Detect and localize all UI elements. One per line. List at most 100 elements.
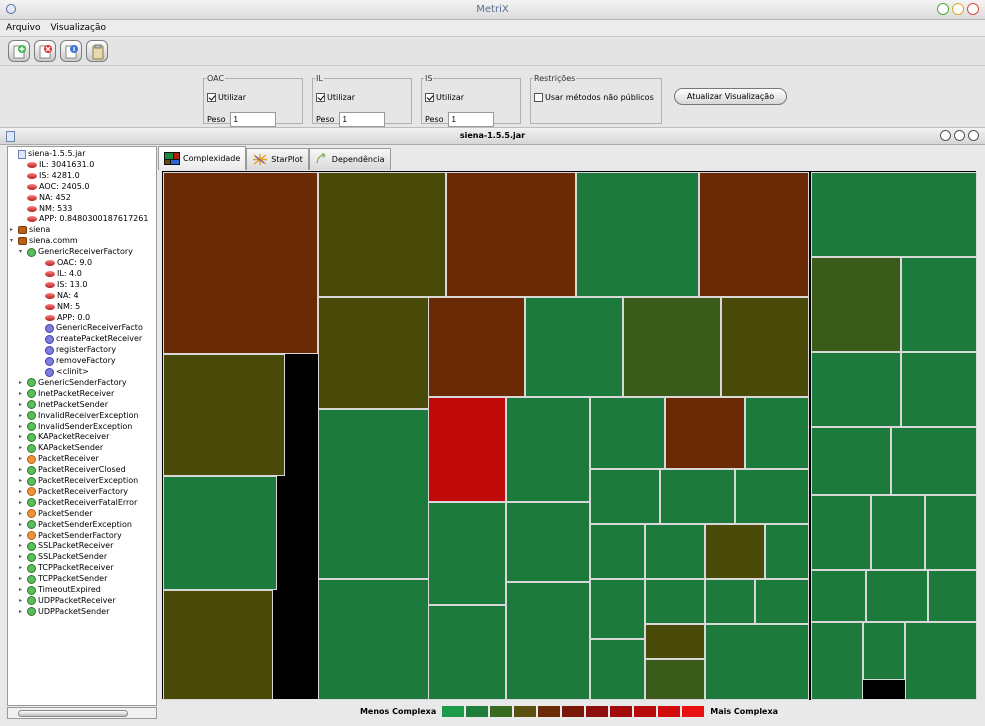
treemap-cell[interactable] <box>590 524 645 579</box>
tree-toggle-icon[interactable]: ▸ <box>19 553 23 561</box>
il-peso-input[interactable] <box>338 112 385 127</box>
clipboard-button[interactable] <box>86 40 108 62</box>
tree-toggle-icon[interactable]: ▸ <box>19 542 23 550</box>
zoom-window-icon[interactable] <box>937 3 949 15</box>
tree-node[interactable]: GenericReceiverFacto <box>37 323 143 333</box>
treemap-cell[interactable] <box>428 502 506 605</box>
treemap-cell[interactable] <box>901 257 977 352</box>
tree-node[interactable]: ▸ SSLPacketReceiver <box>19 541 113 551</box>
treemap-cell[interactable] <box>525 297 623 397</box>
tab-starplot[interactable]: StarPlot <box>246 148 309 170</box>
treemap-cell[interactable] <box>665 397 745 469</box>
treemap-cell[interactable] <box>645 624 705 659</box>
tree-node[interactable]: ▸ PacketReceiverClosed <box>19 465 126 475</box>
tree-node[interactable]: IL: 4.0 <box>37 269 82 279</box>
tree-node[interactable]: IS: 13.0 <box>37 280 88 290</box>
treemap-cell[interactable] <box>811 257 901 352</box>
tree-toggle-icon[interactable]: ▸ <box>10 226 14 234</box>
treemap-cell[interactable] <box>163 476 277 590</box>
tree-node[interactable]: ▸ UDPPacketSender <box>19 607 109 617</box>
atualizar-visualizacao-button[interactable]: Atualizar Visualização <box>674 88 787 105</box>
tree-node[interactable]: OAC: 9.0 <box>37 258 92 268</box>
treemap-cell[interactable] <box>765 524 809 579</box>
treemap-cell[interactable] <box>863 622 905 680</box>
treemap-cell[interactable] <box>811 570 866 622</box>
treemap-cell[interactable] <box>735 469 809 524</box>
tree-node[interactable]: <clinit> <box>37 367 89 377</box>
treemap-cell[interactable] <box>755 579 809 624</box>
tree-scroll-thumb[interactable] <box>18 710 128 717</box>
tab-dependencia[interactable]: Dependência <box>308 148 391 170</box>
treemap-cell[interactable] <box>811 495 871 570</box>
tree-node[interactable]: ▾ GenericReceiverFactory <box>19 247 133 257</box>
treemap-cell[interactable] <box>623 297 721 397</box>
tree-node[interactable]: IS: 4281.0 <box>19 171 80 181</box>
tree-node[interactable]: registerFactory <box>37 345 116 355</box>
tree-toggle-icon[interactable]: ▾ <box>19 248 23 256</box>
doc-maximize-icon[interactable] <box>954 130 965 141</box>
tree-node[interactable]: ▸ PacketReceiverFactory <box>19 487 128 497</box>
treemap-cell[interactable] <box>576 172 699 297</box>
treemap-cell[interactable] <box>645 524 705 579</box>
is-peso-input[interactable] <box>447 112 494 127</box>
tree-node[interactable]: ▸ InetPacketReceiver <box>19 389 114 399</box>
tree-node[interactable]: ▸ PacketReceiverException <box>19 476 138 486</box>
treemap-cell[interactable] <box>811 427 891 495</box>
oac-peso-input[interactable] <box>229 112 276 127</box>
treemap-cell[interactable] <box>163 590 273 700</box>
tree-toggle-icon[interactable]: ▸ <box>19 444 23 452</box>
treemap-cell[interactable] <box>811 172 977 257</box>
treemap-cell[interactable] <box>891 427 977 495</box>
tree-node[interactable]: ▸ SSLPacketSender <box>19 552 107 562</box>
treemap-cell[interactable] <box>590 579 645 639</box>
tree-toggle-icon[interactable]: ▸ <box>19 607 23 615</box>
treemap-cell[interactable] <box>446 172 576 297</box>
tree-toggle-icon[interactable]: ▸ <box>19 564 23 572</box>
nao-publicos-checkbox[interactable] <box>534 93 543 102</box>
treemap-cell[interactable] <box>699 172 809 297</box>
tree-toggle-icon[interactable]: ▸ <box>19 586 23 593</box>
tree-node[interactable]: ▸ PacketReceiverFatalError <box>19 498 137 508</box>
tree-node[interactable]: ▸ InetPacketSender <box>19 400 108 410</box>
treemap-cell[interactable] <box>660 469 735 524</box>
il-utilizar-checkbox[interactable] <box>316 93 325 102</box>
tree-toggle-icon[interactable]: ▸ <box>19 477 23 484</box>
tree-node[interactable]: AOC: 2405.0 <box>19 182 89 192</box>
treemap-cell[interactable] <box>318 579 439 700</box>
tree-node[interactable]: ▸ PacketReceiver <box>19 454 99 464</box>
treemap-cell[interactable] <box>318 172 446 297</box>
treemap-cell[interactable] <box>745 397 809 469</box>
treemap-cell[interactable] <box>506 502 590 582</box>
treemap-cell[interactable] <box>705 624 809 700</box>
doc-close-icon[interactable] <box>968 130 979 141</box>
treemap-cell[interactable] <box>428 605 506 700</box>
close-jar-button[interactable] <box>34 40 56 62</box>
treemap-cell[interactable] <box>590 639 645 700</box>
tree-node[interactable]: NM: 533 <box>19 204 72 214</box>
treemap-cell[interactable] <box>811 622 863 700</box>
menu-visualizacao[interactable]: Visualização <box>50 23 107 33</box>
open-jar-button[interactable] <box>8 40 30 62</box>
treemap-cell[interactable] <box>721 297 809 397</box>
treemap-cell[interactable] <box>705 524 765 579</box>
tree-toggle-icon[interactable]: ▸ <box>19 531 23 539</box>
treemap-cell[interactable] <box>428 397 506 502</box>
tree-node[interactable]: APP: 0.8480300187617261 <box>19 214 148 224</box>
treemap-cell[interactable] <box>428 297 525 397</box>
tree-node[interactable]: NM: 5 <box>37 302 80 312</box>
tree-node[interactable]: ▸ TCPPacketReceiver <box>19 563 114 573</box>
treemap-cell[interactable] <box>163 172 318 354</box>
info-button[interactable] <box>60 40 82 62</box>
tree-node[interactable]: NA: 452 <box>19 193 71 203</box>
tree-toggle-icon[interactable]: ▸ <box>19 487 23 495</box>
is-utilizar-checkbox[interactable] <box>425 93 434 102</box>
tree-toggle-icon[interactable]: ▸ <box>19 498 23 506</box>
treemap-cell[interactable] <box>866 570 928 622</box>
tree-node[interactable]: ▸ InvalidSenderException <box>19 422 132 432</box>
tree-node[interactable]: ▸ TimeoutExpired <box>19 585 101 595</box>
treemap-cell[interactable] <box>871 495 925 570</box>
minimize-window-icon[interactable] <box>952 3 964 15</box>
tree-toggle-icon[interactable]: ▸ <box>19 411 23 419</box>
tree-node[interactable]: ▸ KAPacketSender <box>19 443 103 453</box>
tree-node[interactable]: ▸ PacketSender <box>19 509 93 519</box>
